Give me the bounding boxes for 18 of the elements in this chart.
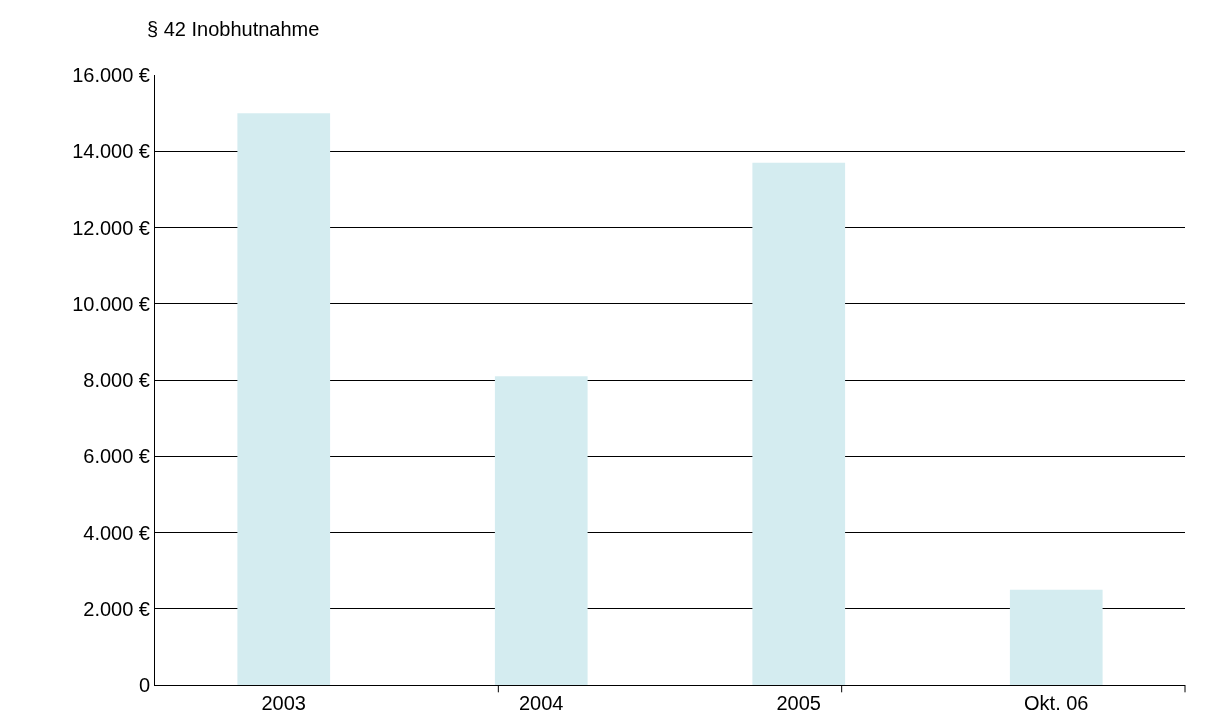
bar bbox=[494, 376, 588, 685]
y-tick-label: 6.000 € bbox=[83, 445, 150, 468]
bar bbox=[1009, 589, 1103, 685]
y-tick-label: 12.000 € bbox=[72, 216, 150, 239]
bar bbox=[237, 113, 331, 685]
chart-title: § 42 Inobhutnahme bbox=[147, 18, 320, 40]
y-tick-label: 16.000 € bbox=[72, 64, 150, 86]
y-tick-label: 14.000 € bbox=[72, 140, 150, 163]
y-tick-label: 10.000 € bbox=[72, 292, 150, 315]
bar bbox=[752, 162, 846, 685]
x-tick-label: Okt. 06 bbox=[1024, 692, 1089, 714]
x-tick-label: 2003 bbox=[261, 692, 306, 714]
y-tick-label: 4.000 € bbox=[83, 521, 150, 544]
x-tick-label: 2005 bbox=[776, 692, 821, 714]
y-tick-label: 8.000 € bbox=[83, 369, 150, 391]
y-tick-label: 2.000 € bbox=[83, 597, 150, 620]
y-tick-label: 0 bbox=[138, 674, 150, 696]
x-tick-label: 2004 bbox=[519, 692, 564, 714]
